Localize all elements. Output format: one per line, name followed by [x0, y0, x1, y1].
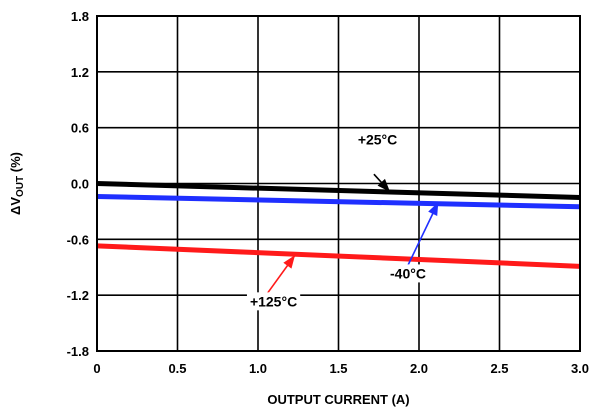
series-lines	[96, 181, 581, 269]
y-axis-label-prefix: ΔV	[8, 197, 23, 215]
annotations: +25°C -40°C +125°C	[246, 130, 440, 311]
annotation-arrowhead-1	[428, 202, 439, 216]
plot-frame	[96, 15, 581, 352]
annotation-label: +25°C	[358, 131, 397, 147]
series-line-2	[96, 243, 581, 269]
y-tick-label: 0.0	[71, 177, 89, 192]
y-tick-label: -1.8	[67, 344, 89, 359]
y-axis-label-sub: OUT	[15, 176, 26, 197]
x-tick-label: 3.0	[571, 361, 589, 376]
annotation-label-bg	[387, 264, 429, 283]
x-tick-label: 1.5	[329, 361, 347, 376]
x-tick-labels: 0 0.5 1.0 1.5 2.0 2.5 3.0	[93, 361, 589, 376]
annotation-arrowhead-2	[283, 255, 296, 269]
y-axis-label-suffix: (%)	[8, 152, 23, 176]
y-tick-label: 1.8	[71, 9, 89, 24]
annotation-label-bg	[354, 130, 401, 149]
x-tick-label: 0	[93, 361, 100, 376]
series-line-1	[96, 194, 581, 210]
x-axis-label: OUTPUT CURRENT (A)	[267, 392, 409, 407]
y-tick-label: -1.2	[67, 288, 89, 303]
y-axis-label: ΔVOUT (%)	[8, 152, 26, 215]
annotation-label: +125°C	[250, 293, 297, 309]
y-tick-labels: 1.8 1.2 0.6 0.0 -0.6 -1.2 -1.8	[67, 9, 89, 359]
x-tick-label: 0.5	[168, 361, 186, 376]
annotation-label-bg	[246, 292, 301, 311]
y-tick-label: 1.2	[71, 65, 89, 80]
y-tick-label: 0.6	[71, 121, 89, 136]
x-tick-label: 1.0	[249, 361, 267, 376]
y-tick-label: -0.6	[67, 232, 89, 247]
x-tick-label: 2.5	[490, 361, 508, 376]
series-line-0	[96, 181, 581, 200]
annotation-arrowhead-0	[377, 178, 391, 192]
annotation-label: -40°C	[390, 265, 426, 281]
x-tick-label: 2.0	[410, 361, 428, 376]
